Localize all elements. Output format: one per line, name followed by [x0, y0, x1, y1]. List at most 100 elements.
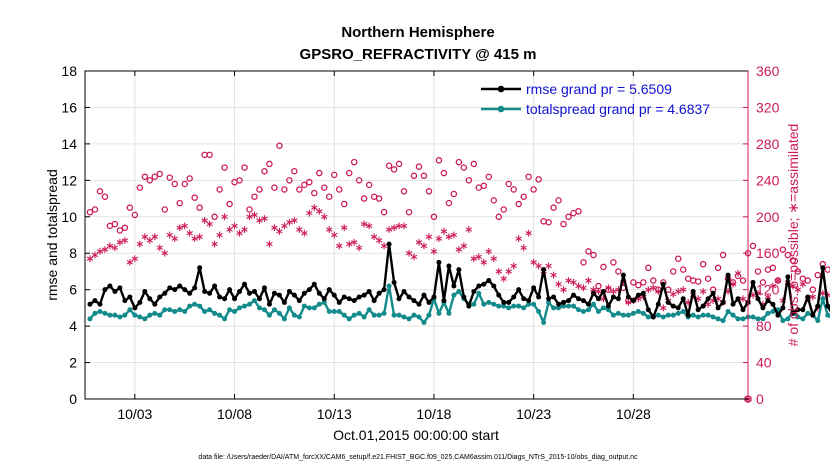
totalspread-point [321, 299, 327, 305]
rmse-point [366, 288, 372, 294]
legend-marker-rmse [497, 85, 505, 93]
chart-title: Northern Hemisphere [341, 24, 494, 41]
rmse-point [790, 310, 796, 316]
rmse-point [92, 298, 98, 304]
asterisk-stroke [231, 223, 238, 229]
obs-assimilated-point [296, 226, 303, 233]
obs-possible-point [550, 204, 557, 211]
asterisk-stroke [301, 231, 308, 236]
chart-subtitle: GPSRO_REFRACTIVITY @ 415 m [300, 46, 537, 63]
totalspread-point [271, 307, 277, 313]
totalspread-point [436, 310, 442, 316]
obs-possible-point [719, 251, 727, 259]
x-tick-label: 10/13 [317, 406, 352, 422]
obs-possible-point [400, 188, 408, 195]
rmse-point [730, 301, 736, 307]
asterisk-stroke [799, 282, 807, 287]
totalspread-point [571, 303, 577, 309]
rmse-point [331, 292, 337, 298]
totalspread-point [316, 301, 322, 307]
totalspread-point [625, 312, 631, 318]
totalspread-point [481, 301, 487, 307]
rmse-point [506, 299, 512, 305]
obs-possible-point [465, 177, 473, 184]
totalspread-point [725, 309, 731, 315]
obs-assimilated-point [555, 280, 562, 288]
obs-possible-point [610, 259, 617, 266]
rmse-point [361, 292, 367, 298]
y-tick-label: 10 [61, 209, 77, 225]
obs-possible-point [694, 278, 702, 285]
totalspread-point [680, 309, 686, 315]
obs-assimilated-point [390, 224, 398, 232]
rmse-point [142, 288, 148, 294]
asterisk-stroke [535, 263, 542, 269]
asterisk-stroke [470, 256, 478, 261]
totalspread-point [630, 310, 636, 316]
rmse-point [566, 298, 572, 304]
asterisk-stroke [166, 232, 173, 238]
obs-assimilated-point [674, 288, 682, 295]
obs-possible-point [560, 220, 567, 228]
rmse-point [795, 307, 801, 313]
asterisk-stroke [670, 292, 677, 297]
totalspread-point [426, 312, 432, 318]
asterisk-stroke [236, 231, 243, 236]
totalspread-point [286, 305, 292, 311]
obs-assimilated-point [670, 290, 677, 298]
totalspread-point [705, 312, 711, 318]
rmse-point [531, 285, 537, 291]
rmse-point [251, 288, 257, 294]
asterisk-stroke [565, 278, 572, 283]
rmse-point [346, 296, 352, 302]
rmse-point [645, 307, 651, 313]
asterisk-stroke [455, 247, 463, 252]
totalspread-point [660, 314, 666, 320]
y-tick-label: 2 [69, 355, 77, 371]
obs-assimilated-point [350, 238, 358, 246]
asterisk-stroke [769, 283, 777, 289]
obs-possible-point [679, 266, 687, 273]
obs-possible-point [759, 279, 767, 286]
totalspread-point [202, 309, 208, 315]
asterisk-stroke [410, 254, 418, 260]
totalspread-point [456, 288, 462, 294]
rmse-point [441, 298, 447, 304]
totalspread-point [566, 303, 572, 309]
obs-assimilated-point [440, 227, 448, 235]
rmse-point [326, 287, 332, 293]
obs-possible-point [500, 206, 507, 213]
obs-assimilated-point [789, 282, 797, 290]
obs-assimilated-point [480, 258, 488, 266]
asterisk-stroke [216, 232, 223, 238]
obs-possible-point [196, 204, 203, 211]
totalspread-point [710, 314, 716, 320]
rmse-point [810, 312, 816, 318]
rmse-point [501, 299, 507, 305]
rmse-point [695, 307, 701, 313]
rmse-point [102, 287, 108, 293]
totalspread-point [655, 312, 661, 318]
totalspread-point [182, 309, 188, 315]
totalspread-point [531, 301, 537, 307]
totalspread-point [506, 305, 512, 311]
rmse-point [107, 283, 113, 289]
asterisk-stroke [141, 234, 149, 239]
rmse-point [670, 303, 676, 309]
asterisk-stroke [500, 276, 507, 281]
obs-assimilated-point [520, 244, 527, 252]
obs-possible-point [126, 204, 134, 211]
y-axis-label: rmse and totalspread [44, 169, 60, 301]
asterisk-stroke [196, 234, 203, 239]
totalspread-point [715, 316, 721, 322]
rmse-point [411, 298, 417, 304]
totalspread-point [700, 312, 706, 318]
obs-assimilated-point [450, 231, 458, 239]
totalspread-point [735, 316, 741, 322]
rmse-point [192, 285, 198, 291]
obs-possible-point [669, 268, 677, 275]
obs-assimilated-point [316, 207, 323, 215]
obs-possible-point [236, 177, 243, 184]
obs-assimilated-point [301, 229, 308, 237]
obs-possible-point [390, 166, 398, 173]
